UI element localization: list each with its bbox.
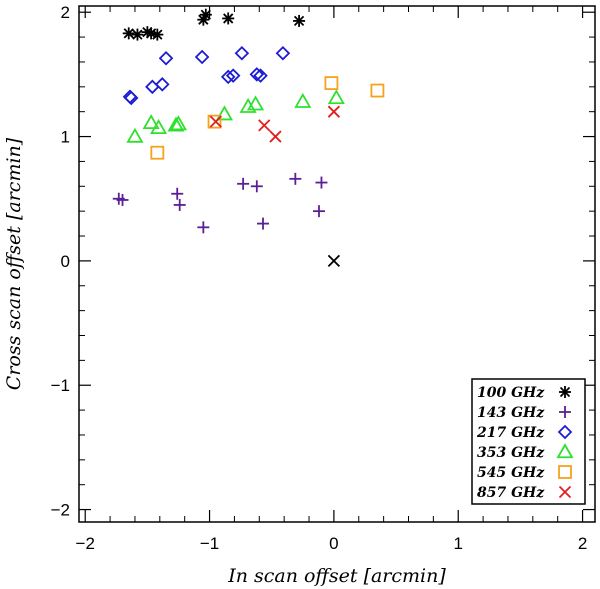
y-tick-label: −2 [51,501,70,520]
data-point [293,14,306,27]
legend-label: 100 GHz [477,385,545,401]
legend-marker [559,386,571,398]
data-point [312,205,325,218]
x-axis-title: In scan offset [arcmin] [227,565,446,587]
data-point [197,221,210,234]
y-tick-label: 0 [61,252,70,271]
data-point [247,95,265,111]
legend-label: 143 GHz [477,405,545,421]
legend: 100 GHz 143 GHz 217 GHz 353 GHz 545 GHz 857 G… [471,378,586,505]
data-point [315,176,328,189]
y-axis-title: Cross scan offset [arcmin] [3,137,25,390]
x-tick-label: −1 [200,534,219,553]
data-point [294,92,312,108]
legend-marker [558,485,572,499]
data-point [158,50,174,66]
y-axis-ticks: −2 −1 0 1 2 [51,3,595,520]
data-point [249,67,265,82]
x-axis-ticks: −2 −1 0 1 2 [76,6,587,553]
data-point [169,115,188,131]
data-point [145,27,158,40]
data-point [237,177,250,190]
data-point [275,45,291,61]
data-point [123,90,139,106]
legend-label: 857 GHz [477,485,545,501]
data-point [116,193,129,206]
data-point [207,114,222,129]
data-point [122,27,135,40]
data-point [258,119,271,132]
data-point [150,145,165,160]
data-point [199,8,212,21]
x-tick-label: −2 [76,534,95,553]
y-tick-label: 1 [61,128,70,147]
data-point [145,79,160,95]
data-point [220,69,236,85]
y-tick-label: 2 [61,3,70,22]
plot-frame [78,5,596,523]
legend-items: 100 GHz 143 GHz 217 GHz 353 GHz 545 GHz 857 G… [476,385,574,501]
legend-marker [559,406,571,418]
data-point [289,172,302,185]
data-point [234,45,250,61]
x-tick-label: 2 [578,534,587,553]
data-point [151,28,164,41]
data-point [197,13,210,26]
data-point [194,49,210,65]
legend-label: 545 GHz [477,465,545,481]
data-point [269,130,282,143]
data-point [150,119,168,135]
data-point [171,187,184,200]
data-point [167,116,185,132]
x-tick-label: 0 [329,534,338,553]
data-point [327,105,341,118]
legend-label: 353 GHz [477,445,545,461]
data-point [327,89,345,105]
data-point [126,127,144,143]
data-point [222,12,235,25]
data-point [253,68,268,83]
data-point [155,77,170,92]
x-tick-label: 1 [453,534,462,553]
data-point [370,83,385,98]
legend-label: 217 GHz [476,425,545,441]
legend-marker [558,465,572,479]
data-point [324,76,339,90]
data-point [215,105,234,121]
data-point [142,114,160,130]
data-point [257,217,270,230]
legend-marker [557,424,573,440]
reference-point [327,254,341,268]
y-tick-label: −1 [51,376,70,395]
data-point [131,28,144,41]
data-point [209,115,222,128]
data-points [112,8,385,268]
data-point [225,68,241,83]
data-point [173,198,186,211]
legend-marker [556,443,574,459]
legend-box [471,378,586,505]
data-point [250,180,263,193]
